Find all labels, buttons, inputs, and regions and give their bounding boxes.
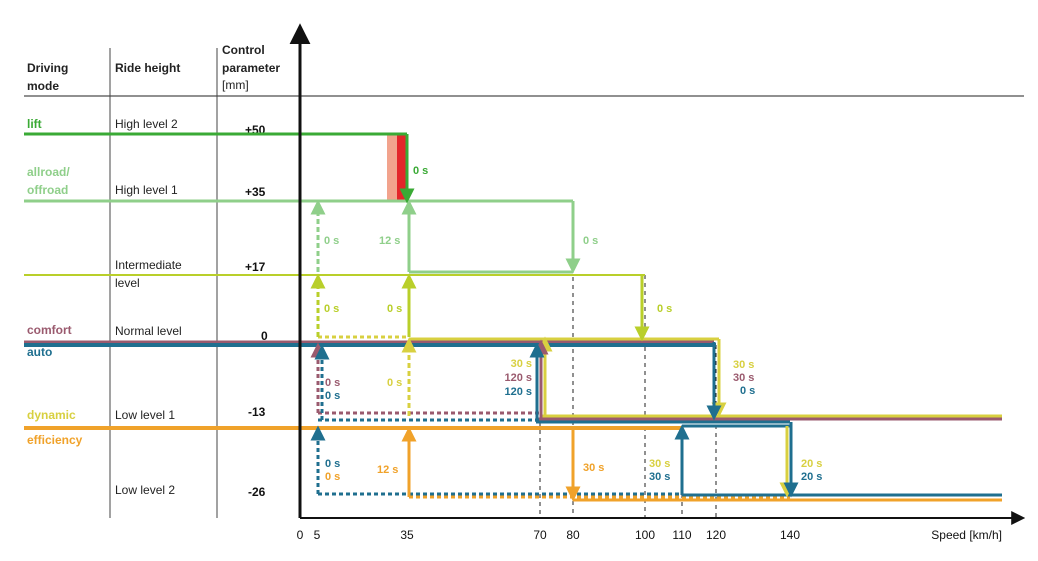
time-comfort-up-70: 120 s xyxy=(504,372,532,384)
time-allroad-up-35: 12 s xyxy=(379,235,400,247)
tick-110: 110 xyxy=(672,528,691,542)
header-driving: Driving xyxy=(27,61,68,75)
height-low-level-1: Low level 1 xyxy=(115,408,175,422)
time-eff-down-80: 30 s xyxy=(583,462,604,474)
value-plus-35: +35 xyxy=(245,185,266,199)
mode-comfort: comfort xyxy=(27,323,72,337)
header-control: Control xyxy=(222,43,265,57)
mode-lift: lift xyxy=(27,117,42,131)
tick-35: 35 xyxy=(400,528,414,542)
time-inter-up-35: 0 s xyxy=(387,303,402,315)
axes xyxy=(289,23,1026,525)
time-dynamic-up-35: 0 s xyxy=(387,377,402,389)
lift-transition-band-red xyxy=(397,134,407,201)
time-auto-up-5: 0 s xyxy=(325,390,340,402)
header-parameter: parameter xyxy=(222,61,280,75)
time-lift-down: 0 s xyxy=(413,165,428,177)
tick-5: 5 xyxy=(314,528,321,542)
time-labels: 0 s 0 s 12 s 0 s 0 s 0 s 0 s 0 s 0 s 0 s… xyxy=(324,165,822,483)
time-allroad-up-5: 0 s xyxy=(324,235,339,247)
value-minus-13: -13 xyxy=(248,405,266,419)
mode-efficiency: efficiency xyxy=(27,433,83,447)
time-inter-up-5: 0 s xyxy=(324,303,339,315)
height-normal-level: Normal level xyxy=(115,324,182,338)
height-high-level-2: High level 2 xyxy=(115,117,178,131)
mode-dynamic: dynamic xyxy=(27,408,76,422)
tick-70: 70 xyxy=(533,528,547,542)
table-header: Driving mode Ride height Control paramet… xyxy=(27,43,280,93)
time-dynamic-down-120: 30 s xyxy=(733,359,754,371)
transitions xyxy=(310,134,799,502)
tick-80: 80 xyxy=(566,528,580,542)
tick-100: 100 xyxy=(635,528,655,542)
table-grid xyxy=(24,48,1024,518)
level-lines xyxy=(24,132,1002,502)
time-inter-down-100: 0 s xyxy=(657,303,672,315)
time-comfort-down-120: 30 s xyxy=(733,372,754,384)
time-eff-up-5-low: 0 s xyxy=(325,471,340,483)
speed-guides xyxy=(539,205,717,518)
x-tick-labels: 0 5 35 70 80 100 110 120 140 Speed [km/h… xyxy=(297,528,1002,542)
height-intermediate: Intermediate xyxy=(115,258,182,272)
time-dynamic-up-110: 30 s xyxy=(649,458,670,470)
time-auto-down-140: 20 s xyxy=(801,471,822,483)
value-plus-17: +17 xyxy=(245,260,266,274)
time-dynamic-down-140: 20 s xyxy=(801,458,822,470)
mode-offroad: offroad xyxy=(27,183,68,197)
header-mode: mode xyxy=(27,79,59,93)
tick-140: 140 xyxy=(780,528,800,542)
mode-allroad: allroad/ xyxy=(27,165,70,179)
header-unit: [mm] xyxy=(222,78,249,92)
height-intermediate-level: level xyxy=(115,276,140,290)
time-comfort-up-5: 0 s xyxy=(325,377,340,389)
time-allroad-down-80: 0 s xyxy=(583,235,598,247)
time-auto-up-5-low: 0 s xyxy=(325,458,340,470)
time-auto-up-110: 30 s xyxy=(649,471,670,483)
height-low-level-2: Low level 2 xyxy=(115,483,175,497)
value-zero: 0 xyxy=(261,329,268,343)
height-high-level-1: High level 1 xyxy=(115,183,178,197)
x-axis-label: Speed [km/h] xyxy=(931,528,1002,542)
time-dynamic-up-70: 30 s xyxy=(511,358,532,370)
tick-0: 0 xyxy=(297,528,304,542)
mode-auto: auto xyxy=(27,345,52,359)
row-labels: lift High level 2 +50 allroad/ offroad H… xyxy=(27,117,268,499)
time-auto-down-120: 0 s xyxy=(740,385,755,397)
lift-transition-band-light xyxy=(387,134,397,201)
header-ride-height: Ride height xyxy=(115,61,180,75)
time-auto-up-70: 120 s xyxy=(504,386,532,398)
tick-120: 120 xyxy=(706,528,726,542)
time-eff-up-35: 12 s xyxy=(377,464,398,476)
value-minus-26: -26 xyxy=(248,485,266,499)
